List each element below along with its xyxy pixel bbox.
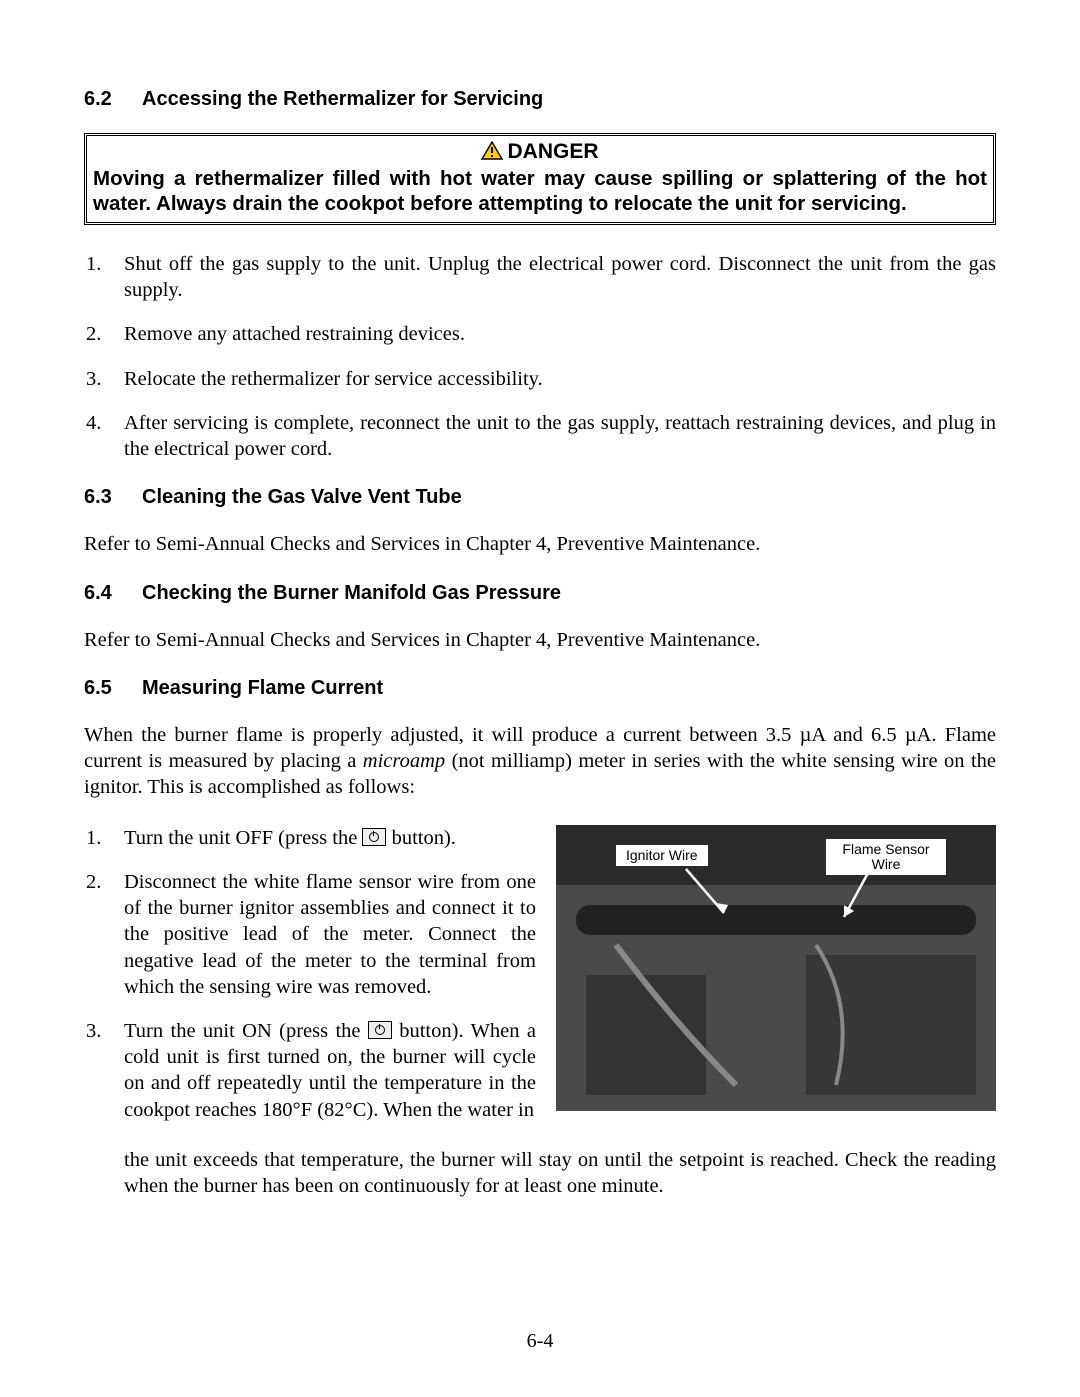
section-heading-6-2: 6.2 Accessing the Rethermalizer for Serv… xyxy=(84,88,996,111)
paragraph: When the burner flame is properly adjust… xyxy=(84,722,996,801)
section-heading-6-4: 6.4 Checking the Burner Manifold Gas Pre… xyxy=(84,582,996,605)
section-title: Checking the Burner Manifold Gas Pressur… xyxy=(142,582,996,605)
paragraph: Refer to Semi-Annual Checks and Services… xyxy=(84,627,996,653)
step-continuation: the unit exceeds that temperature, the b… xyxy=(84,1147,996,1199)
power-button-icon xyxy=(368,1021,392,1039)
emphasis: microamp xyxy=(363,750,445,772)
step-item: Turn the unit ON (press the button). Whe… xyxy=(84,1018,536,1123)
section-title: Accessing the Rethermalizer for Servicin… xyxy=(142,88,996,111)
figure-photo: Ignitor Wire Flame Sensor Wire xyxy=(556,825,996,1111)
step-item: After servicing is complete, reconnect t… xyxy=(84,410,996,462)
danger-box: DANGER Moving a rethermalizer filled wit… xyxy=(84,133,996,225)
power-button-icon xyxy=(362,828,386,846)
figure-label-flame-sensor: Flame Sensor Wire xyxy=(826,839,946,876)
section-number: 6.5 xyxy=(84,677,142,700)
step-item: Disconnect the white flame sensor wire f… xyxy=(84,869,536,1000)
danger-body: Moving a rethermalizer filled with hot w… xyxy=(93,166,987,216)
figure-label-ignitor: Ignitor Wire xyxy=(616,845,708,866)
section-number: 6.3 xyxy=(84,486,142,509)
step-item: Relocate the rethermalizer for service a… xyxy=(84,366,996,392)
page-number: 6-4 xyxy=(0,1330,1080,1353)
step-item: Turn the unit OFF (press the button). xyxy=(84,825,536,851)
step-item: Shut off the gas supply to the unit. Unp… xyxy=(84,251,996,303)
section-heading-6-5: 6.5 Measuring Flame Current xyxy=(84,677,996,700)
danger-title: DANGER xyxy=(93,140,987,164)
paragraph: Refer to Semi-Annual Checks and Services… xyxy=(84,531,996,557)
step-item: Remove any attached restraining devices. xyxy=(84,321,996,347)
section-title: Cleaning the Gas Valve Vent Tube xyxy=(142,486,996,509)
section-title: Measuring Flame Current xyxy=(142,677,996,700)
section-number: 6.4 xyxy=(84,582,142,605)
section-number: 6.2 xyxy=(84,88,142,111)
steps-list-6-2: Shut off the gas supply to the unit. Unp… xyxy=(84,251,996,462)
steps-list-6-5: Turn the unit OFF (press the button). Di… xyxy=(84,825,536,1123)
section-heading-6-3: 6.3 Cleaning the Gas Valve Vent Tube xyxy=(84,486,996,509)
warning-icon xyxy=(481,141,503,160)
